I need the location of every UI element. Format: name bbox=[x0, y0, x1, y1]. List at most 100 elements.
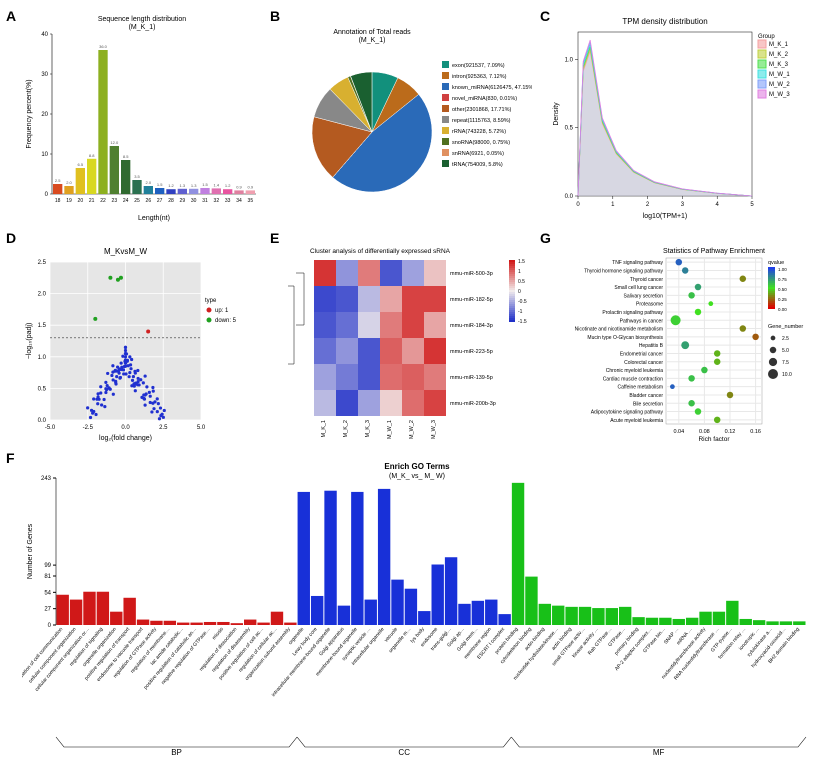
svg-text:Caffeine metabolism: Caffeine metabolism bbox=[618, 385, 664, 391]
svg-text:2.5: 2.5 bbox=[55, 178, 61, 183]
svg-text:log10(TPM+1): log10(TPM+1) bbox=[643, 213, 688, 220]
svg-text:cellular component organizatio: cellular component organization or… bbox=[34, 626, 91, 692]
svg-text:intron(925363, 7.12%): intron(925363, 7.12%) bbox=[452, 74, 507, 80]
svg-text:Statistics of Pathway Enrichme: Statistics of Pathway Enrichment bbox=[663, 248, 765, 255]
svg-text:2.0: 2.0 bbox=[146, 180, 152, 185]
svg-text:CC: CC bbox=[398, 748, 410, 755]
svg-text:snRNA(6921, 0.05%): snRNA(6921, 0.05%) bbox=[452, 151, 504, 157]
svg-text:Pathways in cancer: Pathways in cancer bbox=[620, 318, 664, 324]
svg-text:0.00: 0.00 bbox=[778, 307, 787, 312]
svg-text:7.5: 7.5 bbox=[782, 360, 789, 366]
svg-text:Hepatitis B: Hepatitis B bbox=[639, 343, 664, 349]
svg-text:23: 23 bbox=[112, 198, 118, 204]
svg-text:0.5: 0.5 bbox=[565, 126, 574, 132]
svg-text:Annotation of Total reads: Annotation of Total reads bbox=[333, 29, 411, 36]
svg-text:1.5: 1.5 bbox=[38, 323, 47, 329]
svg-text:mmu-miR-182-5p: mmu-miR-182-5p bbox=[450, 297, 493, 303]
svg-text:1.5: 1.5 bbox=[518, 259, 525, 265]
panel-label-f: F bbox=[6, 450, 15, 466]
svg-text:snoRNA(98000, 0.75%): snoRNA(98000, 0.75%) bbox=[452, 140, 510, 146]
svg-text:19: 19 bbox=[66, 198, 72, 204]
svg-text:1.0: 1.0 bbox=[38, 355, 47, 361]
svg-text:1.3: 1.3 bbox=[191, 183, 197, 188]
svg-text:Cardiac muscle contraction: Cardiac muscle contraction bbox=[603, 376, 664, 382]
svg-text:Cluster analysis of differenti: Cluster analysis of differentially expre… bbox=[310, 248, 451, 255]
svg-text:0: 0 bbox=[48, 623, 52, 629]
svg-text:5.0: 5.0 bbox=[782, 348, 789, 354]
svg-text:27: 27 bbox=[157, 198, 163, 204]
svg-text:35: 35 bbox=[248, 198, 254, 204]
svg-text:0.12: 0.12 bbox=[725, 429, 736, 435]
svg-text:1.2: 1.2 bbox=[225, 183, 231, 188]
svg-text:2.5: 2.5 bbox=[159, 425, 168, 431]
svg-text:mmu-miR-200b-3p: mmu-miR-200b-3p bbox=[450, 401, 496, 407]
svg-text:32: 32 bbox=[214, 198, 220, 204]
svg-text:mmu-miR-139-5p: mmu-miR-139-5p bbox=[450, 375, 493, 381]
svg-text:0.9: 0.9 bbox=[236, 184, 242, 189]
svg-text:2.0: 2.0 bbox=[66, 180, 72, 185]
svg-text:4: 4 bbox=[716, 202, 720, 208]
svg-text:(M_K_ vs_ M_ W): (M_K_ vs_ M_ W) bbox=[389, 473, 445, 480]
svg-text:-2.5: -2.5 bbox=[83, 425, 94, 431]
svg-text:2: 2 bbox=[646, 202, 650, 208]
svg-text:33: 33 bbox=[225, 198, 231, 204]
svg-text:M_K_2: M_K_2 bbox=[769, 52, 789, 58]
svg-text:3: 3 bbox=[681, 202, 685, 208]
svg-text:TPM density distribution: TPM density distribution bbox=[622, 17, 707, 26]
svg-text:Sequence length distribution: Sequence length distribution bbox=[98, 16, 186, 23]
svg-text:Proteasome: Proteasome bbox=[636, 302, 663, 308]
svg-text:-5.0: -5.0 bbox=[45, 425, 56, 431]
tpm-density: TPM density distribution0123450.00.51.0l… bbox=[548, 12, 818, 222]
svg-text:M_W_1: M_W_1 bbox=[769, 72, 790, 78]
svg-text:2.0: 2.0 bbox=[38, 292, 47, 298]
svg-text:20: 20 bbox=[78, 198, 84, 204]
svg-text:exon(921537, 7.09%): exon(921537, 7.09%) bbox=[452, 63, 505, 69]
svg-text:M_K_2: M_K_2 bbox=[343, 420, 349, 437]
svg-text:known_miRNA(6126475, 47.15%): known_miRNA(6126475, 47.15%) bbox=[452, 85, 532, 91]
svg-text:0.50: 0.50 bbox=[778, 287, 787, 292]
pathway-dotplot: Statistics of Pathway Enrichment0.040.08… bbox=[548, 244, 820, 444]
svg-text:Prolactin signaling pathway: Prolactin signaling pathway bbox=[602, 310, 663, 316]
svg-text:Length(nt): Length(nt) bbox=[138, 215, 170, 222]
volcano-plot: M_KvsM_W-5.0-2.50.02.55.00.00.51.01.52.0… bbox=[22, 244, 257, 444]
svg-text:0.25: 0.25 bbox=[778, 297, 787, 302]
svg-text:down: 5: down: 5 bbox=[215, 318, 237, 324]
svg-text:MF: MF bbox=[653, 748, 665, 755]
svg-text:-1: -1 bbox=[518, 309, 523, 315]
svg-text:Number of Genes: Number of Genes bbox=[27, 523, 34, 579]
svg-text:Bladder cancer: Bladder cancer bbox=[629, 393, 663, 399]
svg-text:0: 0 bbox=[45, 192, 49, 198]
svg-text:24: 24 bbox=[123, 198, 129, 204]
seq-length-histogram: Sequence length distribution(M_K_1)01020… bbox=[22, 12, 262, 222]
svg-text:81: 81 bbox=[44, 574, 51, 580]
svg-text:8.8: 8.8 bbox=[89, 153, 95, 158]
svg-text:29: 29 bbox=[180, 198, 186, 204]
svg-text:up: 1: up: 1 bbox=[215, 308, 229, 314]
svg-text:31: 31 bbox=[202, 198, 208, 204]
svg-text:Density: Density bbox=[553, 102, 560, 126]
svg-text:TNF signaling pathway: TNF signaling pathway bbox=[612, 260, 663, 266]
svg-text:34: 34 bbox=[236, 198, 242, 204]
svg-text:Nicotinate and nicotinamide me: Nicotinate and nicotinamide metabolism bbox=[575, 327, 663, 333]
svg-text:M_K_1: M_K_1 bbox=[769, 42, 789, 48]
svg-text:mmu-miR-223-5p: mmu-miR-223-5p bbox=[450, 349, 493, 355]
svg-text:Rich factor: Rich factor bbox=[698, 436, 730, 443]
svg-text:1.2: 1.2 bbox=[168, 183, 174, 188]
svg-text:Acute myeloid leukemia: Acute myeloid leukemia bbox=[610, 418, 663, 424]
panel-label-d: D bbox=[6, 230, 16, 246]
svg-text:1: 1 bbox=[611, 202, 615, 208]
svg-text:3.5: 3.5 bbox=[134, 174, 140, 179]
svg-text:28: 28 bbox=[168, 198, 174, 204]
svg-text:Chronic myeloid leukemia: Chronic myeloid leukemia bbox=[606, 368, 663, 374]
svg-text:novel_miRNA(830, 0.01%): novel_miRNA(830, 0.01%) bbox=[452, 96, 517, 102]
svg-text:BP: BP bbox=[171, 748, 182, 755]
svg-text:0.9: 0.9 bbox=[248, 184, 254, 189]
annotation-pie: Annotation of Total reads(M_K_1)exon(921… bbox=[282, 12, 532, 222]
svg-text:M_W_2: M_W_2 bbox=[769, 82, 790, 88]
svg-text:26: 26 bbox=[146, 198, 152, 204]
svg-text:Frequency percent(%): Frequency percent(%) bbox=[26, 79, 33, 148]
svg-text:40: 40 bbox=[41, 32, 48, 38]
svg-text:Group: Group bbox=[758, 34, 775, 40]
svg-text:mmu-miR-500-3p: mmu-miR-500-3p bbox=[450, 271, 493, 277]
svg-text:M_KvsM_W: M_KvsM_W bbox=[104, 247, 148, 256]
